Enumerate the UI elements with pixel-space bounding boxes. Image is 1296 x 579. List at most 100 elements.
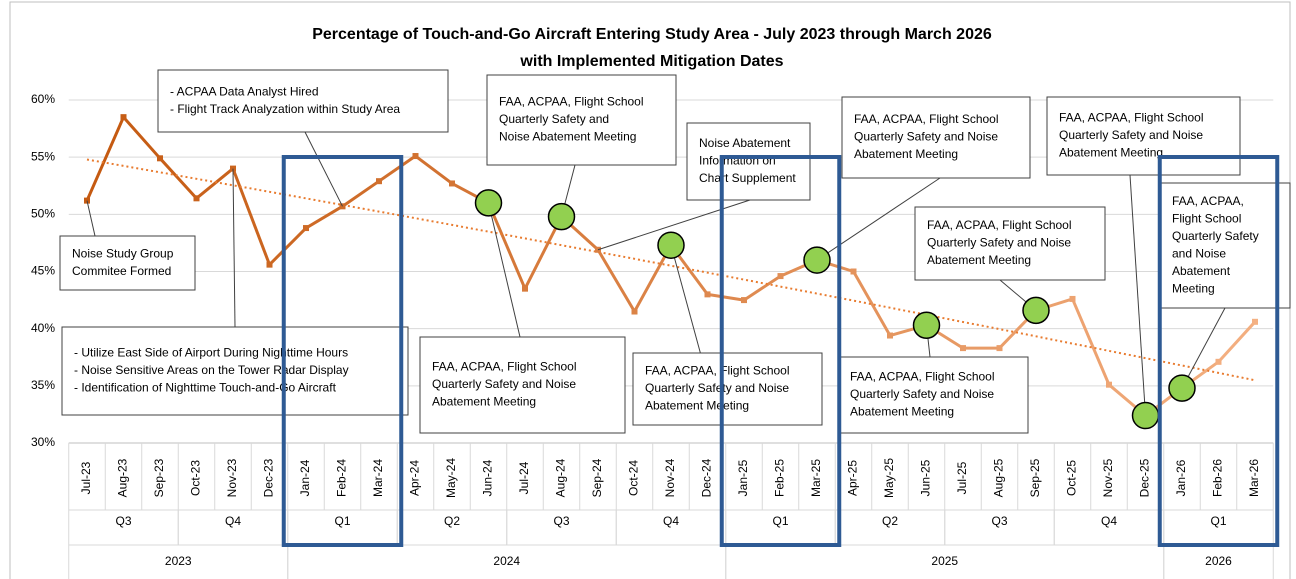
callout-text: FAA, ACPAA, Flight School	[927, 218, 1072, 232]
line-segment	[743, 274, 782, 302]
callout-text: FAA, ACPAA, Flight School	[1059, 111, 1204, 125]
y-tick-label: 35%	[31, 378, 55, 392]
x-tick-label: Dec-23	[262, 458, 276, 497]
callout-text: Quarterly Safety and Noise	[1059, 128, 1203, 142]
callout-text: Abatement Meeting	[854, 147, 958, 161]
x-tick-label: Jan-25	[736, 459, 750, 496]
callout-leader	[86, 200, 96, 237]
callout-box	[632, 352, 823, 426]
callout-text: and Noise	[1172, 246, 1226, 260]
quarter-label: Q2	[882, 514, 898, 528]
x-tick-label: Sep-23	[152, 458, 166, 497]
callout-box	[59, 235, 196, 291]
point-marker	[1252, 318, 1258, 325]
callout-text: Noise Abatement	[699, 136, 791, 150]
x-tick-label: Oct-23	[189, 460, 203, 496]
line-segment	[414, 154, 453, 185]
callout-leader	[488, 202, 521, 338]
callout-text: FAA, ACPAA, Flight School	[499, 95, 644, 109]
callout-text: Quarterly Safety and Noise	[850, 387, 994, 401]
y-tick-label: 40%	[31, 321, 55, 335]
year-label: 2026	[1205, 554, 1232, 568]
x-tick-label: May-24	[444, 458, 458, 498]
y-tick-label: 30%	[31, 435, 55, 449]
line-segment	[487, 202, 527, 290]
x-tick-label: Jun-24	[481, 459, 495, 496]
callout-text: Abatement Meeting	[1059, 146, 1163, 160]
mitigation-marker	[803, 246, 831, 274]
callout-text: - Flight Track Analyzation within Study …	[170, 102, 400, 116]
line-segment	[85, 116, 125, 202]
callout-text: Quarterly Safety and Noise	[854, 130, 998, 144]
x-tick-label: Aug-25	[992, 458, 1006, 497]
callout-text: Meeting	[1172, 281, 1215, 295]
x-tick-label: Jul-23	[79, 461, 93, 494]
line-segment	[341, 179, 380, 208]
callout-text: - Utilize East Side of Airport During Ni…	[74, 346, 348, 360]
point-marker	[303, 225, 309, 232]
quarter-label: Q3	[115, 514, 131, 528]
point-marker	[193, 195, 200, 202]
callout-text: Flight School	[1172, 211, 1241, 225]
year-label: 2023	[165, 554, 192, 568]
callout-box	[841, 96, 1031, 179]
x-tick-label: Apr-24	[408, 460, 422, 496]
point-marker	[120, 114, 127, 121]
point-marker	[850, 268, 857, 275]
quarter-label: Q4	[225, 514, 241, 528]
mitigation-marker	[657, 231, 685, 259]
line-segment	[1217, 320, 1257, 363]
quarter-highlight	[1157, 155, 1280, 547]
callout-text: Abatement Meeting	[432, 395, 536, 409]
point-marker	[1215, 358, 1222, 365]
callout-text: - Identification of Nighttime Touch-and-…	[74, 381, 337, 395]
callout-text: Quarterly Safety and Noise	[645, 381, 789, 395]
quarter-label: Q2	[444, 514, 460, 528]
line-segment	[378, 154, 417, 183]
x-tick-label: Jun-25	[919, 459, 933, 496]
quarter-highlight	[719, 155, 842, 547]
quarter-label: Q1	[334, 514, 350, 528]
callout-leader	[1181, 307, 1226, 389]
chart-title: with Implemented Mitigation Dates	[519, 53, 783, 70]
line-segment	[195, 167, 234, 200]
point-marker	[704, 291, 711, 298]
callout-text: - Noise Sensitive Areas on the Tower Rad…	[74, 363, 349, 377]
point-marker	[266, 261, 273, 268]
callout-text: FAA, ACPAA, Flight School	[645, 364, 790, 378]
x-tick-label: Aug-24	[554, 458, 568, 497]
callout-text: Quarterly Safety and Noise	[432, 377, 576, 391]
point-marker	[522, 285, 528, 292]
line-segment	[707, 292, 745, 302]
mitigation-marker	[474, 189, 503, 217]
chart-title: Percentage of Touch-and-Go Aircraft Ente…	[312, 26, 992, 43]
x-tick-label: Mar-24	[371, 459, 385, 497]
x-tick-label: Nov-23	[225, 458, 239, 497]
callout-leader	[304, 131, 343, 207]
x-tick-label: Feb-26	[1211, 459, 1225, 497]
y-tick-label: 45%	[31, 264, 55, 278]
quarter-label: Q1	[772, 514, 788, 528]
y-tick-label: 55%	[31, 149, 55, 163]
x-tick-label: Sep-24	[590, 458, 604, 497]
quarter-label: Q4	[1101, 514, 1117, 528]
callout-text: Quarterly Safety and	[499, 112, 609, 126]
callout-leader	[232, 168, 236, 328]
year-label: 2025	[931, 554, 958, 568]
line-segment	[122, 116, 162, 160]
callout-box	[1046, 96, 1241, 176]
callout-text: FAA, ACPAA,	[1172, 194, 1244, 208]
x-tick-label: Dec-25	[1138, 458, 1152, 497]
x-tick-label: Feb-25	[773, 459, 787, 497]
point-marker	[741, 297, 747, 304]
x-tick-label: Mar-25	[809, 459, 823, 497]
quarter-highlight	[281, 155, 404, 547]
line-segment	[305, 205, 344, 230]
x-tick-label: Oct-24	[627, 460, 641, 496]
callout-box	[486, 74, 677, 166]
point-marker	[412, 153, 419, 160]
callout-box	[686, 122, 811, 201]
callout-text: Abatement Meeting	[645, 399, 749, 413]
callout-box	[1159, 182, 1291, 309]
x-tick-label: Nov-25	[1101, 458, 1115, 497]
